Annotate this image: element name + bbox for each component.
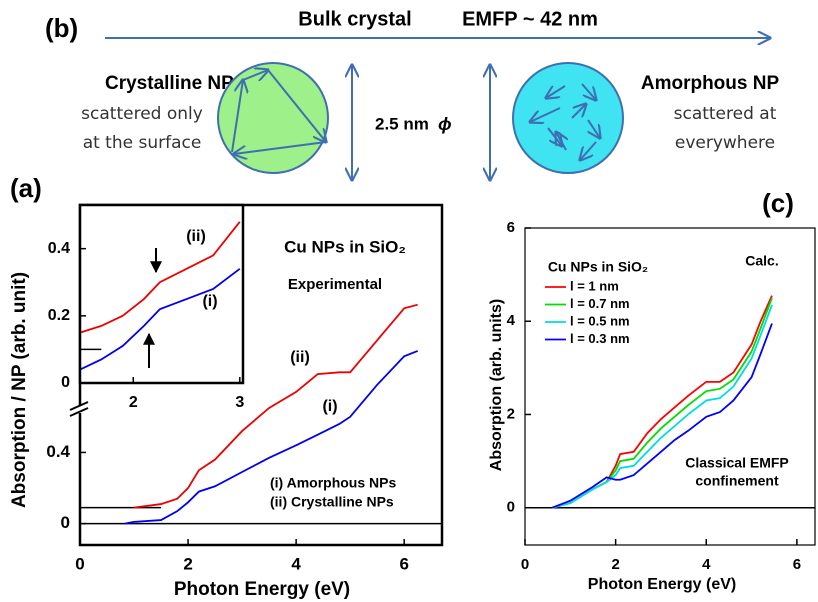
right-text: everywhere [675, 133, 775, 153]
crystalline-np [218, 63, 328, 173]
panel-label: (c) [762, 188, 794, 218]
x-tick-label: 0 [75, 554, 84, 573]
panel-label: (b) [45, 13, 78, 43]
y-tick-label: 0 [61, 513, 70, 532]
x-tick-label: 3 [235, 394, 244, 411]
annotation: confinement [695, 473, 779, 489]
panel-label: (a) [10, 173, 42, 203]
legend-label: l = 0.7 nm [570, 296, 630, 311]
y-axis-label: Absorption / NP (arb. unit) [9, 272, 30, 508]
right-text: scattered at [674, 104, 777, 124]
y-tick-label: 6 [507, 219, 515, 236]
y-tick-label: 0.4 [48, 240, 70, 257]
left-text: scattered only [81, 104, 203, 124]
x-tick-label: 2 [611, 556, 619, 573]
y-tick-label: 0 [507, 499, 515, 516]
x-tick-label: 6 [399, 554, 408, 573]
y-tick-label: 0 [61, 374, 70, 391]
chart-subtitle: Experimental [288, 276, 382, 293]
emfp: EMFP ~ 42 nm [462, 8, 598, 30]
figure: (b) Bulk crystal EMFP ~ 42 nm Crystallin… [0, 0, 818, 602]
curve-label: (ii) [186, 228, 206, 245]
chart-title: Cu NPs in SiO₂ [284, 237, 406, 256]
y-tick-label: 0.2 [48, 307, 70, 324]
legend-label: (ii) Crystalline NPs [270, 494, 394, 510]
size-symbol: ϕ [438, 114, 452, 134]
x-axis-label: Photon Energy (eV) [588, 576, 736, 593]
left-text: at the surface [83, 133, 202, 153]
x-tick-label: 4 [702, 556, 711, 573]
x-tick-label: 2 [129, 394, 138, 411]
y-tick-label: 0.4 [46, 442, 70, 461]
curve-label: (ii) [290, 349, 310, 366]
chart-subtitle: Calc. [745, 253, 778, 269]
inset-background [80, 205, 243, 383]
x-tick-label: 2 [183, 554, 192, 573]
legend-label: l = 1 nm [570, 278, 619, 293]
y-tick-label: 2 [507, 405, 515, 422]
curve-label: (i) [202, 293, 217, 310]
size: 2.5 nm [375, 114, 429, 133]
x-tick-label: 4 [291, 554, 301, 573]
x-tick-label: 6 [793, 556, 801, 573]
legend-label: l = 0.5 nm [570, 313, 630, 328]
right-title: Amorphous NP [641, 73, 780, 94]
x-tick-label: 0 [521, 556, 529, 573]
x-axis-label: Photon Energy (eV) [174, 579, 350, 600]
amorphous-np [513, 63, 623, 173]
curve-label: (i) [322, 398, 337, 415]
y-axis-label: Absorption (arb. units) [488, 299, 505, 471]
chart-title: Cu NPs in SiO₂ [548, 259, 648, 275]
annotation: Classical EMFP [685, 455, 789, 471]
y-tick-label: 4 [507, 312, 516, 329]
legend-label: (i) Amorphous NPs [270, 475, 396, 491]
header: Bulk crystal [298, 8, 411, 30]
left-title: Crystalline NP [105, 73, 234, 94]
plot-frame [525, 228, 815, 545]
legend-label: l = 0.3 nm [570, 331, 630, 346]
